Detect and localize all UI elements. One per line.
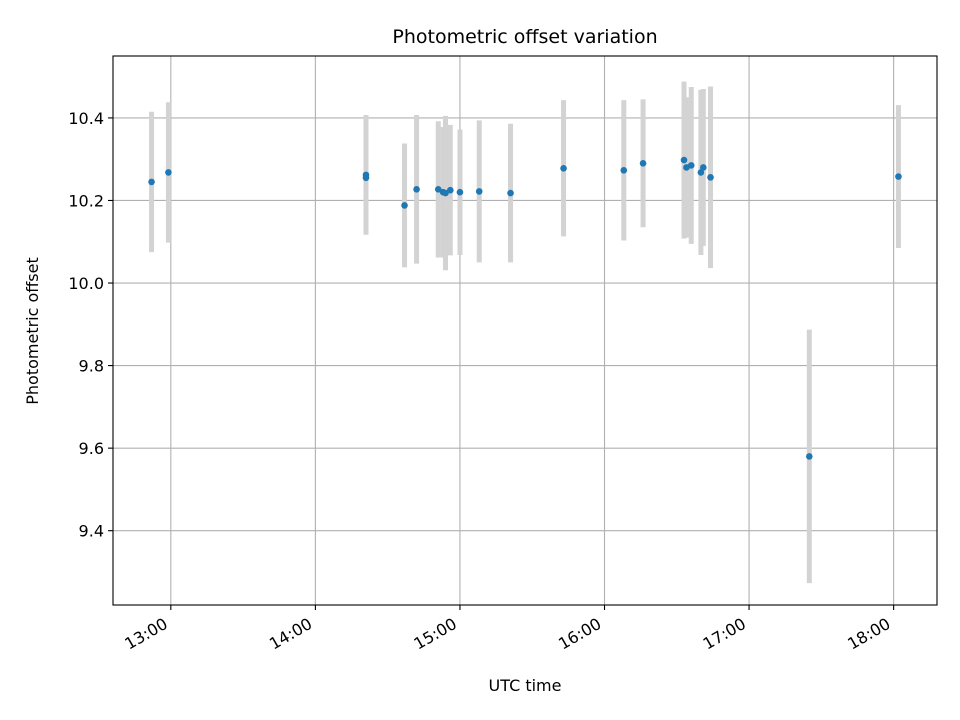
data-point xyxy=(413,186,420,193)
data-point xyxy=(507,189,514,197)
data-point xyxy=(447,186,454,194)
data-point xyxy=(456,188,464,196)
y-tick-label: 9.6 xyxy=(79,439,104,458)
data-point xyxy=(639,160,647,167)
data-point xyxy=(560,164,567,172)
data-point xyxy=(620,167,628,174)
data-point xyxy=(697,169,705,176)
y-tick-label: 9.8 xyxy=(79,357,104,376)
data-point xyxy=(680,156,688,164)
data-point xyxy=(362,171,370,179)
data-point xyxy=(434,186,442,193)
data-points xyxy=(148,156,902,460)
y-tick-label: 9.4 xyxy=(79,522,104,541)
data-point xyxy=(707,174,714,181)
y-tick-label: 10.2 xyxy=(68,191,104,210)
x-axis-label: UTC time xyxy=(489,676,562,695)
data-point xyxy=(442,189,449,197)
chart-title: Photometric offset variation xyxy=(392,26,657,48)
data-point xyxy=(165,169,172,176)
data-point xyxy=(687,162,695,169)
data-point xyxy=(475,188,483,195)
data-point xyxy=(806,453,813,460)
y-tick-label: 10.4 xyxy=(68,109,104,128)
data-point xyxy=(699,164,707,171)
plot-frame xyxy=(112,55,938,606)
data-point xyxy=(895,173,902,180)
y-axis-label: Photometric offset xyxy=(23,257,42,405)
data-point xyxy=(401,202,408,209)
data-point xyxy=(148,178,155,186)
y-tick-label: 10.0 xyxy=(68,274,104,293)
